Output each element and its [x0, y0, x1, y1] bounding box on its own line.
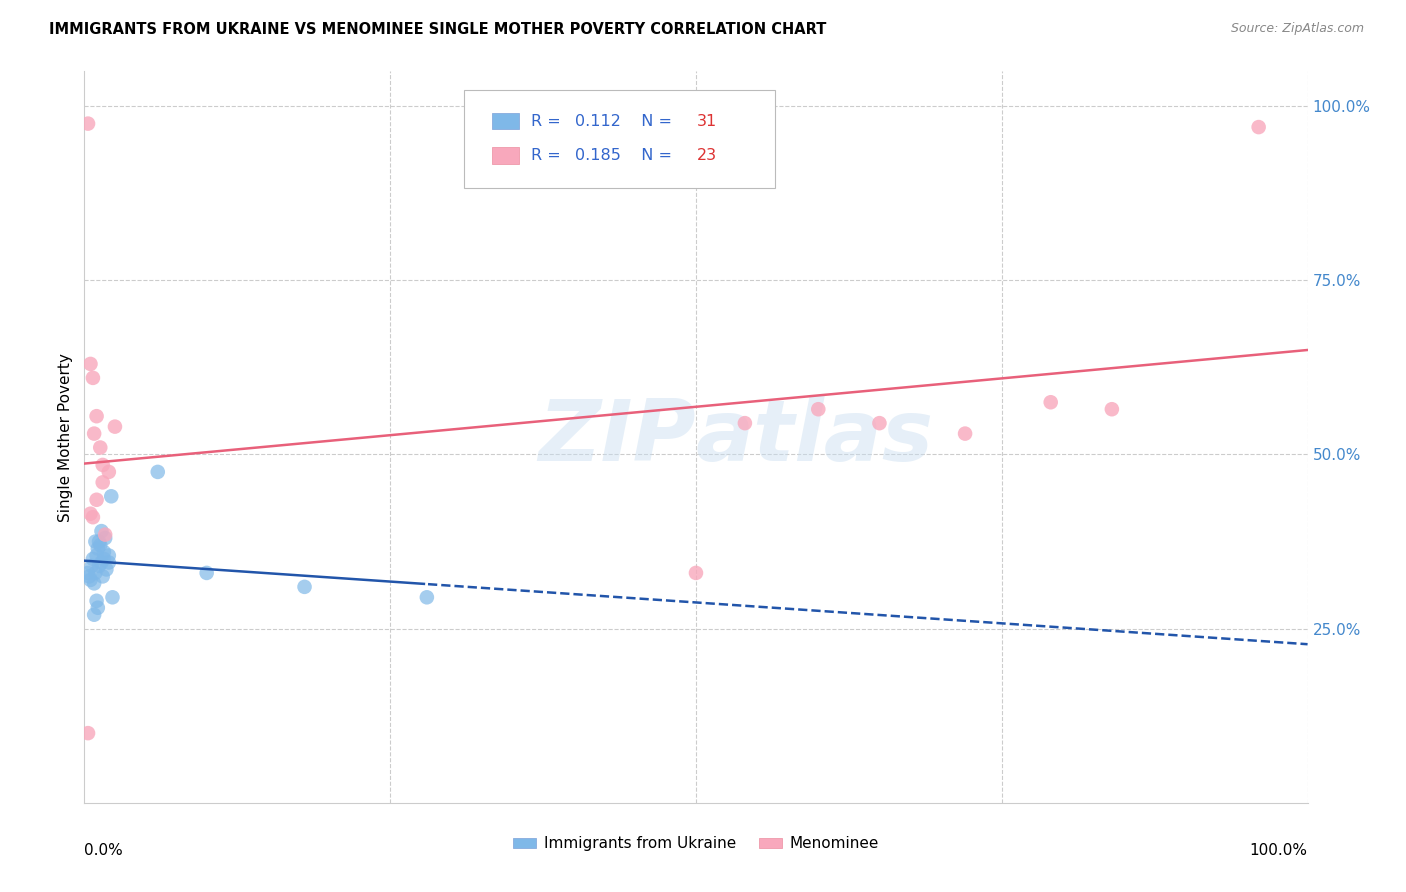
Point — [79, 357, 101, 371]
Point — [91, 458, 114, 472]
Text: 23: 23 — [697, 148, 717, 163]
Point — [953, 426, 976, 441]
Point — [83, 576, 105, 591]
Point — [91, 475, 114, 490]
Point — [86, 492, 108, 507]
Text: N =: N = — [631, 148, 678, 163]
Point — [1247, 120, 1270, 134]
Point — [91, 569, 114, 583]
Point — [80, 558, 103, 573]
Point — [87, 558, 110, 573]
Point — [94, 531, 117, 545]
Point — [82, 371, 104, 385]
Point — [869, 416, 891, 430]
Point — [87, 600, 110, 615]
Legend: Immigrants from Ukraine, Menominee: Immigrants from Ukraine, Menominee — [508, 830, 884, 857]
Point — [1101, 402, 1123, 417]
Text: ZIP: ZIP — [538, 395, 696, 479]
Point — [1039, 395, 1062, 409]
Point — [96, 562, 118, 576]
Point — [94, 527, 117, 541]
Point — [685, 566, 707, 580]
Point — [100, 489, 122, 503]
Point — [86, 594, 108, 608]
Point — [101, 591, 124, 605]
Point — [86, 409, 108, 424]
Point — [79, 573, 101, 587]
Point — [416, 591, 439, 605]
Point — [83, 607, 105, 622]
Text: 100.0%: 100.0% — [1250, 843, 1308, 858]
Point — [97, 556, 120, 570]
Point — [77, 569, 100, 583]
Point — [807, 402, 830, 417]
Y-axis label: Single Mother Poverty: Single Mother Poverty — [58, 352, 73, 522]
Point — [89, 538, 111, 552]
Point — [86, 549, 108, 563]
Point — [77, 566, 100, 580]
Point — [77, 117, 100, 131]
Point — [87, 541, 110, 556]
Point — [195, 566, 218, 580]
FancyBboxPatch shape — [464, 90, 776, 188]
Point — [104, 419, 127, 434]
Text: 0.0%: 0.0% — [84, 843, 124, 858]
Text: 0.112: 0.112 — [575, 113, 620, 128]
Point — [734, 416, 756, 430]
Point — [90, 556, 112, 570]
FancyBboxPatch shape — [492, 113, 519, 129]
Point — [79, 507, 101, 521]
Text: Source: ZipAtlas.com: Source: ZipAtlas.com — [1230, 22, 1364, 36]
Text: 31: 31 — [697, 113, 717, 128]
Point — [82, 552, 104, 566]
Point — [90, 524, 112, 538]
Point — [87, 534, 110, 549]
FancyBboxPatch shape — [492, 147, 519, 163]
Point — [146, 465, 169, 479]
Text: IMMIGRANTS FROM UKRAINE VS MENOMINEE SINGLE MOTHER POVERTY CORRELATION CHART: IMMIGRANTS FROM UKRAINE VS MENOMINEE SIN… — [49, 22, 827, 37]
Text: R =: R = — [531, 113, 565, 128]
Point — [84, 534, 107, 549]
Point — [77, 726, 100, 740]
Text: atlas: atlas — [696, 395, 934, 479]
Text: R =: R = — [531, 148, 565, 163]
Point — [97, 465, 120, 479]
Point — [294, 580, 316, 594]
Point — [93, 552, 115, 566]
Text: N =: N = — [631, 113, 678, 128]
Point — [83, 426, 105, 441]
Point — [82, 510, 104, 524]
Text: 0.185: 0.185 — [575, 148, 620, 163]
Point — [93, 545, 115, 559]
Point — [89, 441, 111, 455]
Point — [97, 549, 120, 563]
Point — [84, 566, 107, 580]
